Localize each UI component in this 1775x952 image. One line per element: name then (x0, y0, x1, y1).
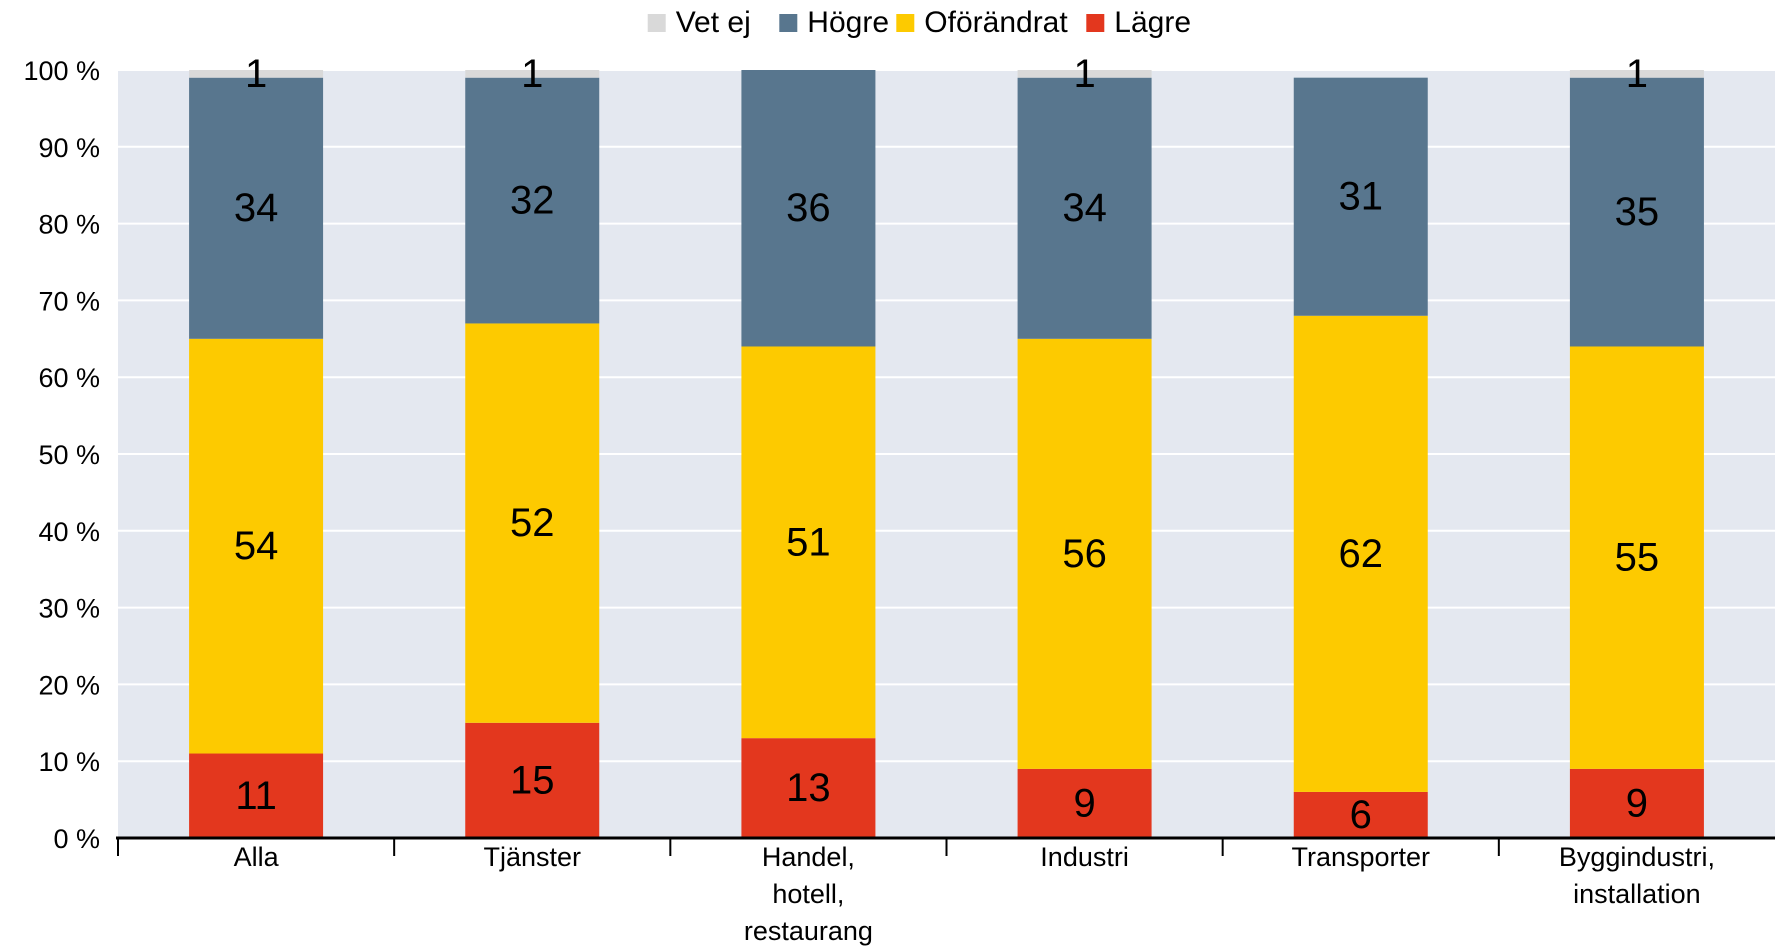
x-tick-label-line: Byggindustri, (1559, 842, 1715, 872)
data-label: 9 (1073, 781, 1095, 825)
legend-label: Oförändrat (924, 6, 1068, 39)
bar-h-gre (1569, 77, 1704, 347)
y-tick-label: 100 % (23, 56, 100, 86)
data-label: 54 (234, 524, 279, 568)
y-tick-label: 60 % (38, 363, 100, 393)
data-label: 1 (1626, 52, 1648, 96)
bar-vet-ej (189, 70, 324, 78)
x-tick-label-line: Industri (1040, 842, 1129, 872)
legend-swatch (896, 14, 915, 32)
data-label: 1 (245, 52, 267, 96)
x-tick-label-line: Transporter (1291, 842, 1430, 872)
legend-label: Högre (807, 6, 889, 39)
legend-swatch (1086, 14, 1105, 32)
x-tick-label-line: restaurang (744, 916, 873, 946)
x-tick-label-line: Handel, (762, 842, 855, 872)
bar-h-gre (1017, 77, 1152, 339)
bar-of-r-ndrat (189, 338, 324, 754)
bar-l-gre (189, 753, 324, 838)
x-tick-label-line: installation (1573, 879, 1701, 909)
data-label: 52 (510, 501, 555, 545)
data-label: 55 (1615, 536, 1660, 580)
data-label: 32 (510, 179, 555, 223)
y-tick-label: 50 % (38, 440, 100, 470)
bar-h-gre (465, 77, 600, 324)
data-label: 11 (235, 774, 277, 818)
data-label: 9 (1626, 781, 1648, 825)
bar-l-gre (1569, 768, 1704, 838)
data-label: 15 (510, 758, 555, 802)
data-label: 62 (1339, 532, 1384, 576)
bar-h-gre (1293, 77, 1428, 316)
y-tick-label: 80 % (38, 210, 100, 240)
y-tick-label: 10 % (38, 747, 100, 777)
bar-vet-ej (465, 70, 600, 78)
y-tick-label: 70 % (38, 286, 100, 316)
bar-h-gre (189, 77, 324, 339)
data-label: 1 (521, 52, 543, 96)
legend-swatch (779, 14, 798, 32)
x-tick-label: Transporter (1291, 842, 1430, 872)
x-tick-label: Tjänster (483, 842, 581, 872)
y-tick-label: 30 % (38, 594, 100, 624)
bar-of-r-ndrat (741, 346, 876, 739)
data-label: 34 (234, 186, 279, 230)
x-tick-label-line: hotell, (772, 879, 844, 909)
x-tick-label: Alla (234, 842, 280, 872)
data-label: 6 (1350, 793, 1372, 837)
y-tick-label: 90 % (38, 133, 100, 163)
bar-l-gre (465, 722, 600, 838)
x-tick-label: Handel, hotell, restaurang (744, 842, 873, 946)
data-label: 1 (1073, 52, 1095, 96)
bar-vet-ej (1017, 70, 1152, 78)
x-tick-label-line: Alla (234, 842, 280, 872)
bar-of-r-ndrat (465, 323, 600, 723)
bar-l-gre (741, 738, 876, 838)
data-label: 13 (786, 766, 831, 810)
bar-l-gre (1017, 768, 1152, 838)
data-label: 31 (1339, 175, 1384, 219)
y-tick-label: 0 % (53, 824, 100, 854)
data-label: 56 (1062, 532, 1107, 576)
data-label: 34 (1062, 186, 1107, 230)
legend-label: Lägre (1114, 6, 1191, 39)
legend-label: Vet ej (676, 6, 751, 39)
x-tick-label: Industri (1040, 842, 1129, 872)
y-tick-label: 20 % (38, 670, 100, 700)
legend-swatch (647, 14, 666, 32)
data-label: 35 (1615, 190, 1660, 234)
data-label: 51 (786, 520, 831, 564)
bar-vet-ej (1569, 70, 1704, 78)
bar-l-gre (1293, 791, 1428, 838)
y-tick-label: 40 % (38, 517, 100, 547)
bar-h-gre (741, 70, 876, 347)
x-tick-label: Byggindustri, installation (1559, 842, 1715, 909)
bar-of-r-ndrat (1293, 315, 1428, 792)
x-tick-label-line: Tjänster (483, 842, 581, 872)
bar-of-r-ndrat (1017, 338, 1152, 769)
data-label: 36 (786, 186, 831, 230)
bar-of-r-ndrat (1569, 346, 1704, 769)
